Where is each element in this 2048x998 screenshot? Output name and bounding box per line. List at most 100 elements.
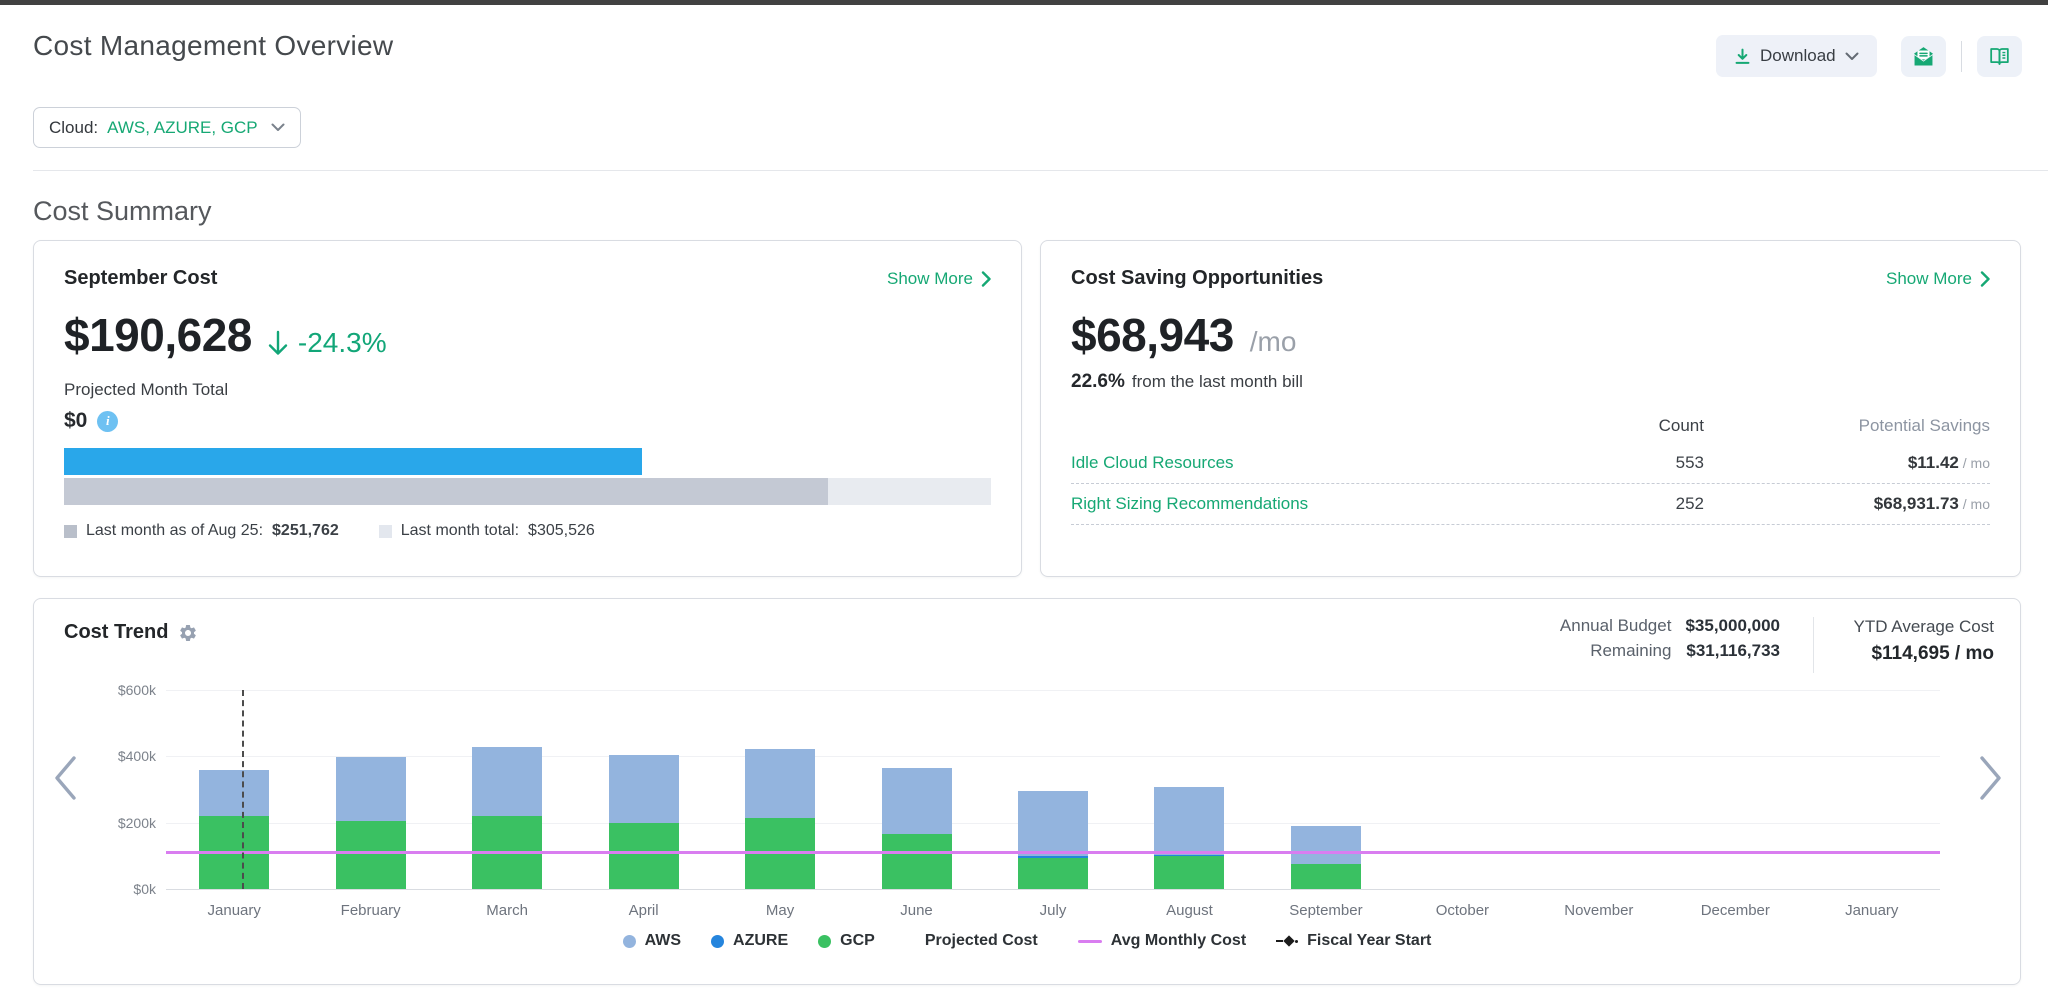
right-sizing-recommendations-link[interactable]: Right Sizing Recommendations (1071, 494, 1309, 513)
legend-label: GCP (840, 932, 875, 949)
y-tick-label: $600k (117, 682, 156, 698)
bar-segment-aws-august[interactable] (1154, 786, 1225, 855)
potential-savings-column-header: Potential Savings (1858, 416, 1990, 435)
y-tick-label: $200k (117, 814, 156, 831)
envelope-report-icon (1911, 44, 1936, 69)
arrow-down-icon (267, 330, 289, 357)
idle-count-value: 553 (1675, 453, 1704, 472)
savings-card-title: Cost Saving Opportunities (1071, 267, 1324, 289)
legend-total-value: $305,526 (528, 522, 595, 539)
bar-september-8 (1258, 690, 1394, 889)
bar-february-1 (302, 690, 438, 889)
current-month-progress-track (64, 448, 991, 475)
cost-trend-title: Cost Trend (64, 621, 169, 643)
cloud-filter-value: AWS, AZURE, GCP (107, 117, 258, 137)
ytd-average-cost: YTD Average Cost $114,695 / mo (1854, 617, 1994, 665)
chart-scroll-left-button[interactable] (50, 751, 80, 807)
chevron-down-icon (271, 123, 285, 132)
info-icon[interactable]: i (97, 410, 119, 432)
bar-segment-gcp-july[interactable] (1017, 858, 1088, 889)
bar-march-2 (439, 690, 575, 889)
bar-april-3 (575, 690, 711, 889)
gridline-$400k (166, 756, 1940, 758)
annual-budget-value: $35,000,000 (1685, 616, 1780, 635)
bar-segment-gcp-june[interactable] (881, 833, 952, 889)
savings-amount-suffix: /mo (1249, 326, 1297, 358)
scheduled-report-button[interactable] (1901, 36, 1946, 77)
table-row-right-sizing: Right Sizing Recommendations 252 $68,931… (1071, 484, 1990, 525)
dark-gray-swatch (64, 524, 77, 538)
legend-label: Projected Cost (924, 932, 1038, 949)
bar-segment-aws-april[interactable] (608, 755, 679, 823)
bar-segment-gcp-august[interactable] (1154, 856, 1225, 889)
legend-label: Avg Monthly Cost (1110, 932, 1247, 949)
legend-item-fiscal-year-start[interactable]: Fiscal Year Start (1276, 932, 1431, 950)
bar-segment-gcp-february[interactable] (335, 821, 406, 889)
x-axis-label-september: September (1289, 902, 1363, 919)
cloud-filter-dropdown[interactable]: Cloud: AWS, AZURE, GCP (33, 107, 301, 148)
bar-segment-azure-august[interactable] (1154, 854, 1225, 857)
x-axis-label-april: April (628, 902, 659, 919)
x-axis-label-august: August (1166, 902, 1213, 919)
documentation-button[interactable] (1977, 36, 2022, 77)
savings-delta-text: from the last month bill (1131, 372, 1303, 391)
september-cost-delta: -24.3% (297, 327, 387, 359)
annual-budget-label: Annual Budget (1559, 616, 1672, 635)
bar-segment-aws-september[interactable] (1290, 825, 1361, 865)
header-divider (1961, 41, 1962, 72)
legend-item-projected-cost[interactable]: Projected Cost (925, 932, 1038, 950)
legend-item-avg-monthly-cost[interactable]: Avg Monthly Cost (1077, 932, 1247, 950)
bar-november-10 (1531, 690, 1667, 889)
remaining-value: $31,116,733 (1686, 641, 1780, 660)
legend-item-aws[interactable]: AWS (622, 932, 681, 950)
bar-segment-aws-may[interactable] (745, 749, 816, 819)
september-show-more-link[interactable]: Show More (887, 269, 991, 289)
download-icon (1734, 48, 1751, 65)
download-button[interactable]: Download (1716, 35, 1877, 77)
legend-last-month-total: Last month total: $305,526 (378, 522, 595, 540)
bar-segment-azure-july[interactable] (1017, 855, 1088, 859)
avg-line-swatch-icon (1077, 939, 1102, 943)
cost-saving-opportunities-card: Cost Saving Opportunities Show More $68,… (1040, 240, 2021, 577)
legend-item-gcp[interactable]: GCP (818, 932, 875, 950)
azure-dot-icon (711, 934, 725, 948)
x-axis-label-july: July (1039, 902, 1067, 919)
right-sizing-count-value: 252 (1675, 494, 1704, 513)
chart-scroll-right-button[interactable] (1976, 751, 2006, 807)
x-axis-label-november: November (1564, 902, 1634, 919)
y-tick-label: $400k (117, 748, 156, 765)
ytd-average-cost-label: YTD Average Cost (1853, 617, 1994, 636)
current-month-progress-fill (64, 448, 643, 475)
chevron-right-icon (981, 270, 991, 287)
header-rule (33, 170, 2048, 171)
bar-january-0 (166, 690, 302, 889)
table-row-idle-cloud-resources: Idle Cloud Resources 553 $11.42 / mo (1071, 443, 1990, 484)
fiscal-year-start-marker-icon (1276, 935, 1299, 947)
legend-item-azure[interactable]: AZURE (711, 932, 788, 950)
budget-summary: Annual Budget $35,000,000 Remaining $31,… (1560, 616, 1780, 661)
gear-icon[interactable] (178, 623, 198, 643)
idle-cloud-resources-link[interactable]: Idle Cloud Resources (1071, 453, 1234, 472)
bar-june-5 (848, 690, 984, 889)
bar-segment-gcp-september[interactable] (1290, 864, 1361, 889)
chart-legend: AWS AZURE GCP Projected Cost Avg Monthly Cos… (34, 932, 2020, 950)
x-axis-label-january: January (207, 902, 261, 919)
avg-monthly-cost-line (166, 850, 1940, 854)
ytd-average-cost-value: $114,695 / mo (1871, 643, 1994, 664)
bar-august-7 (1121, 690, 1257, 889)
bar-segment-aws-march[interactable] (472, 746, 543, 816)
bar-segment-aws-january[interactable] (199, 769, 270, 817)
x-axis-label-june: June (900, 902, 933, 919)
show-more-label: Show More (1886, 268, 1972, 288)
bar-december-11 (1667, 690, 1803, 889)
bar-segment-gcp-april[interactable] (608, 823, 679, 889)
bar-segment-aws-june[interactable] (881, 767, 952, 834)
idle-savings-suffix: / mo (1958, 455, 1990, 471)
gridline-$0k (166, 889, 1940, 890)
savings-amount: $68,943 (1071, 309, 1234, 361)
bar-segment-aws-february[interactable] (335, 757, 406, 822)
download-button-label: Download (1760, 46, 1836, 65)
bar-segment-aws-july[interactable] (1017, 790, 1088, 856)
savings-show-more-link[interactable]: Show More (1886, 269, 1990, 289)
bar-may-4 (712, 690, 848, 889)
